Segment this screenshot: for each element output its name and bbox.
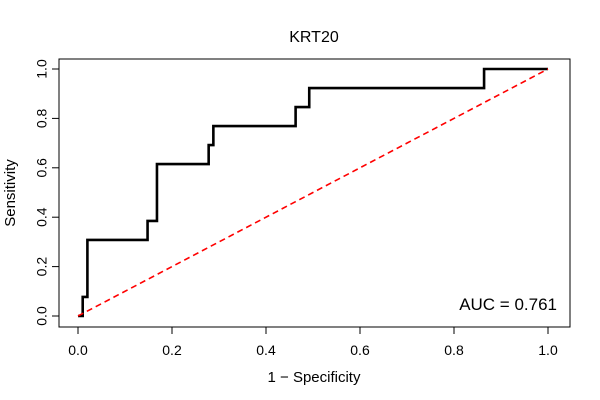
x-tick-label: 0.0 (68, 342, 88, 358)
x-tick-label: 0.8 (444, 342, 464, 358)
x-axis: 0.0 0.2 0.4 0.6 0.8 1.0 (68, 326, 558, 358)
plot-frame (58, 58, 571, 328)
y-axis: 0.0 0.2 0.4 0.6 0.8 1.0 (34, 59, 60, 326)
x-axis-label: 1 − Specificity (268, 369, 361, 386)
x-tick-label: 0.2 (162, 342, 182, 358)
y-tick-label: 0.8 (34, 108, 50, 128)
roc-curve-line (78, 67, 548, 318)
y-tick-label: 0.6 (34, 158, 50, 178)
reference-diagonal-line (77, 68, 549, 317)
y-tick-label: 0.4 (34, 207, 50, 227)
y-axis-label: Sensitivity (2, 159, 19, 227)
chart-title: KRT20 (289, 29, 339, 46)
x-tick-label: 1.0 (538, 342, 558, 358)
y-tick-label: 0.0 (34, 306, 50, 326)
auc-annotation: AUC = 0.761 (459, 295, 557, 314)
x-tick-label: 0.6 (350, 342, 370, 358)
series-layer (77, 67, 549, 318)
x-tick-label: 0.4 (256, 342, 276, 358)
y-tick-label: 1.0 (34, 59, 50, 79)
y-tick-label: 0.2 (34, 257, 50, 277)
